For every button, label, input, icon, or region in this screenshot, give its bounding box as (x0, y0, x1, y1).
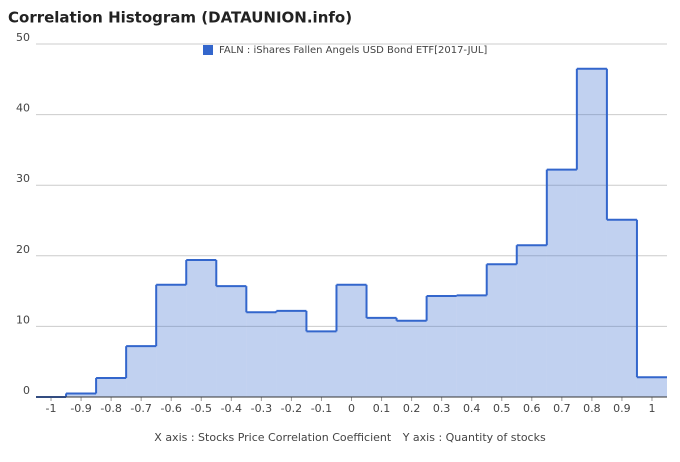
x-tick-label: 0.5 (493, 402, 511, 415)
x-tick-label: 0.4 (463, 402, 481, 415)
y-tick-label: 40 (16, 102, 30, 115)
x-tick-label: 0.6 (523, 402, 541, 415)
x-tick-label: 0 (348, 402, 355, 415)
bar (66, 393, 97, 397)
y-tick-label: 30 (16, 172, 30, 185)
bar (576, 68, 607, 398)
chart-title: Correlation Histogram (DATAUNION.info) (8, 9, 352, 27)
bar (156, 284, 187, 397)
y-tick-label: 20 (16, 243, 30, 256)
bar (426, 296, 457, 397)
bar (306, 331, 337, 397)
x-tick-label: -1 (46, 402, 57, 415)
bar (516, 245, 547, 397)
bar (246, 312, 277, 397)
bar (456, 295, 487, 397)
x-tick-label: -0.9 (70, 402, 91, 415)
bar (546, 169, 577, 397)
y-axis-label: Y axis : Quantity of stocks (402, 431, 546, 444)
x-tick-label: 0.2 (403, 402, 421, 415)
x-tick-label: 0.1 (373, 402, 391, 415)
x-tick-label: -0.6 (160, 402, 181, 415)
axis-caption: X axis : Stocks Price Correlation Coeffi… (154, 431, 546, 444)
x-tick-label: 0.3 (433, 402, 451, 415)
bar (366, 317, 397, 397)
bar (186, 260, 217, 397)
bar (96, 377, 127, 397)
bar (126, 346, 157, 397)
bar (216, 286, 247, 397)
x-tick-label: 1 (648, 402, 655, 415)
x-tick-label: -0.7 (130, 402, 151, 415)
bar (396, 320, 427, 397)
bar (636, 377, 667, 397)
x-tick-label: 0.9 (613, 402, 631, 415)
y-tick-label: 50 (16, 31, 30, 44)
y-tick-label: 10 (16, 313, 30, 326)
bar (606, 219, 637, 397)
bar (486, 264, 517, 397)
x-tick-label: -0.8 (100, 402, 121, 415)
y-tick-label: 0 (23, 384, 30, 397)
x-tick-label: -0.3 (251, 402, 272, 415)
x-tick-label: -0.5 (191, 402, 212, 415)
bar (336, 284, 367, 397)
x-axis-label: X axis : Stocks Price Correlation Coeffi… (154, 431, 392, 444)
x-tick-label: -0.4 (221, 402, 242, 415)
x-tick-label: 0.7 (553, 402, 571, 415)
x-tick-label: -0.2 (281, 402, 302, 415)
legend-swatch (203, 45, 213, 55)
bar (276, 310, 307, 397)
x-tick-label: 0.8 (583, 402, 601, 415)
legend-label: FALN : iShares Fallen Angels USD Bond ET… (219, 45, 487, 56)
x-tick-label: -0.1 (311, 402, 332, 415)
